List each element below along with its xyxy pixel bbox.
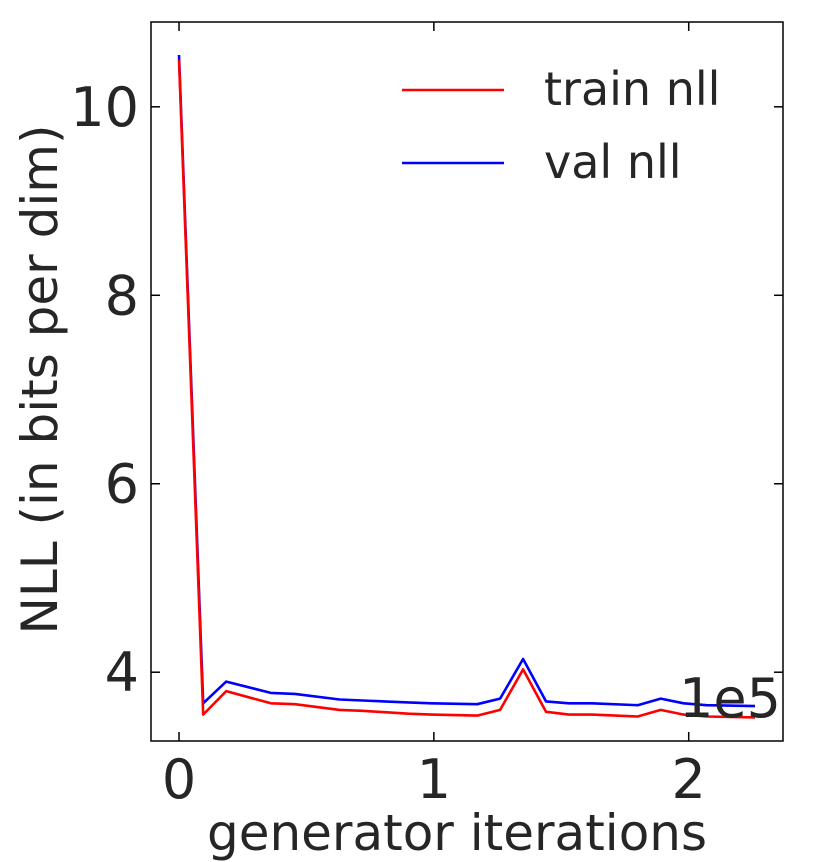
series-layer: [177, 54, 756, 719]
y-tick-label: 6: [105, 453, 139, 516]
x-tick-label: 1: [417, 748, 451, 811]
ticks-layer: 0 1 2 4 6 8 10: [70, 22, 783, 811]
legend: train nll val nll: [402, 62, 720, 189]
x-offset-label: 1e5: [679, 667, 781, 730]
y-axis-label: NLL (in bits per dim): [11, 125, 69, 635]
legend-label-val-nll: val nll: [544, 135, 682, 189]
y-tick-label: 4: [105, 641, 139, 704]
y-tick-label: 8: [105, 264, 139, 327]
legend-label-train-nll: train nll: [544, 62, 720, 116]
plot-frame: [150, 21, 784, 742]
y-tick-label: 10: [70, 76, 139, 139]
x-axis-label: generator iterations: [207, 804, 707, 862]
x-tick-label: 2: [672, 748, 706, 811]
series-line-train-nll: [177, 59, 756, 719]
x-tick-label: 0: [162, 748, 196, 811]
series-line-val-nll: [177, 54, 756, 708]
